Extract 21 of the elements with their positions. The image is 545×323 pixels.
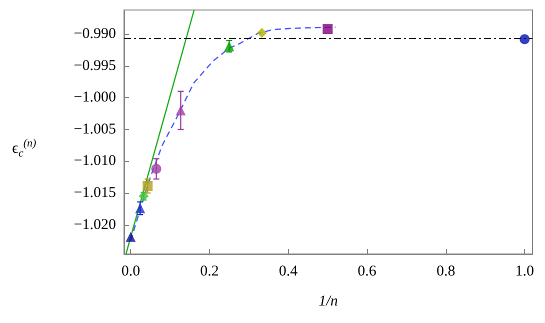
y-tick-label: −1.020 (74, 216, 116, 233)
point (126, 232, 136, 242)
point (135, 203, 146, 214)
y-tick-label: −1.010 (74, 153, 116, 170)
point (176, 105, 186, 116)
x-tick-label: 0.4 (278, 264, 298, 280)
x-tick-label: 0.8 (436, 264, 456, 280)
x-tick-label: 1.0 (515, 264, 534, 280)
x-tick-label: 0.0 (121, 264, 140, 280)
y-tick-label: −1.015 (74, 185, 116, 201)
point (520, 34, 530, 44)
x-tick-label: 0.2 (200, 264, 219, 280)
x-tick-label: 0.6 (358, 264, 377, 280)
y-tick-label: −1.005 (74, 121, 116, 138)
point (322, 24, 333, 34)
x-axis-title: 1/n (318, 294, 338, 310)
y-tick-label: −1.000 (74, 90, 116, 106)
y-tick-label: −0.990 (74, 26, 116, 42)
point (256, 28, 267, 38)
point (151, 164, 162, 174)
y-tick-label: −0.995 (74, 58, 116, 74)
